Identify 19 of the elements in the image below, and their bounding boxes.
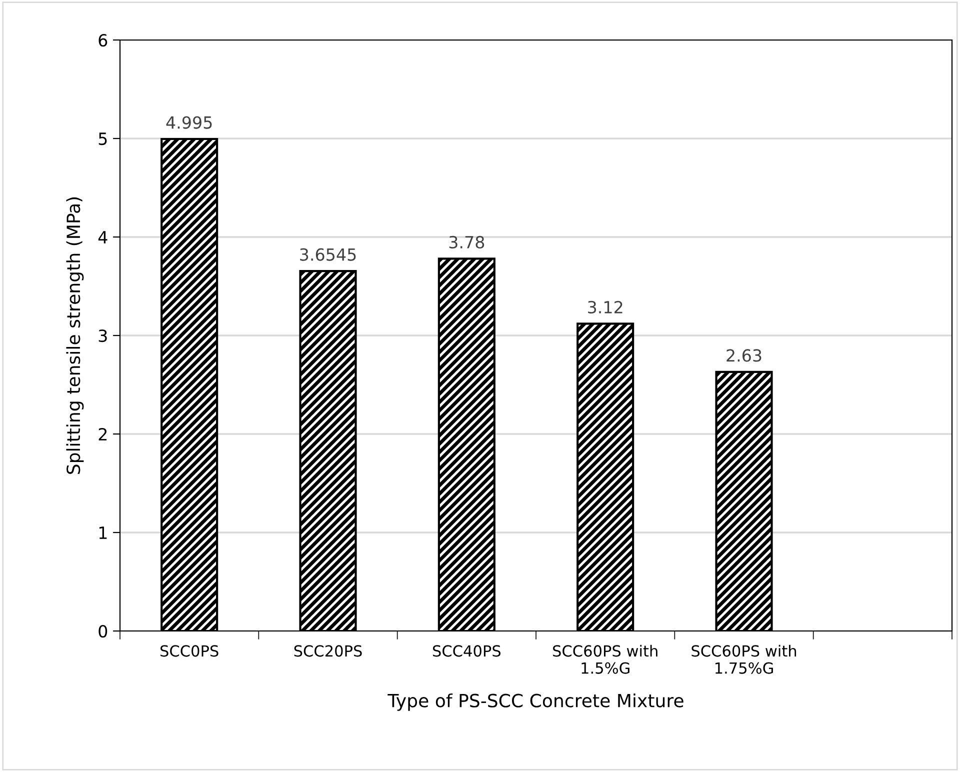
x-tick-label: SCC20PS (294, 645, 362, 657)
y-tick-label: 3 (98, 329, 107, 342)
x-tick-label: SCC0PS (160, 645, 218, 657)
data-label: 3.78 (449, 236, 484, 248)
y-axis-title: Splitting tensile strength (MPa) (66, 197, 84, 474)
y-tick-label: 1 (99, 526, 107, 539)
x-tick-label: SCC40PS (432, 645, 501, 657)
data-label: 2.63 (726, 349, 762, 362)
y-tick-label: 4 (98, 231, 108, 244)
y-tick-label: 6 (98, 34, 108, 47)
data-label: 3.12 (588, 300, 622, 314)
y-tick-label: 0 (98, 624, 108, 638)
x-tick-label: SCC60PS with 1.75%G (692, 644, 796, 674)
y-tick-label: 2 (98, 428, 107, 440)
x-axis-title: Type of PS-SCC Concrete Mixture (388, 693, 684, 711)
data-label: 4.995 (166, 116, 212, 129)
x-tick-label: SCC60PS with 1.5%G (553, 644, 658, 674)
data-label: 3.6545 (300, 248, 356, 261)
y-tick-label: 5 (98, 132, 107, 146)
